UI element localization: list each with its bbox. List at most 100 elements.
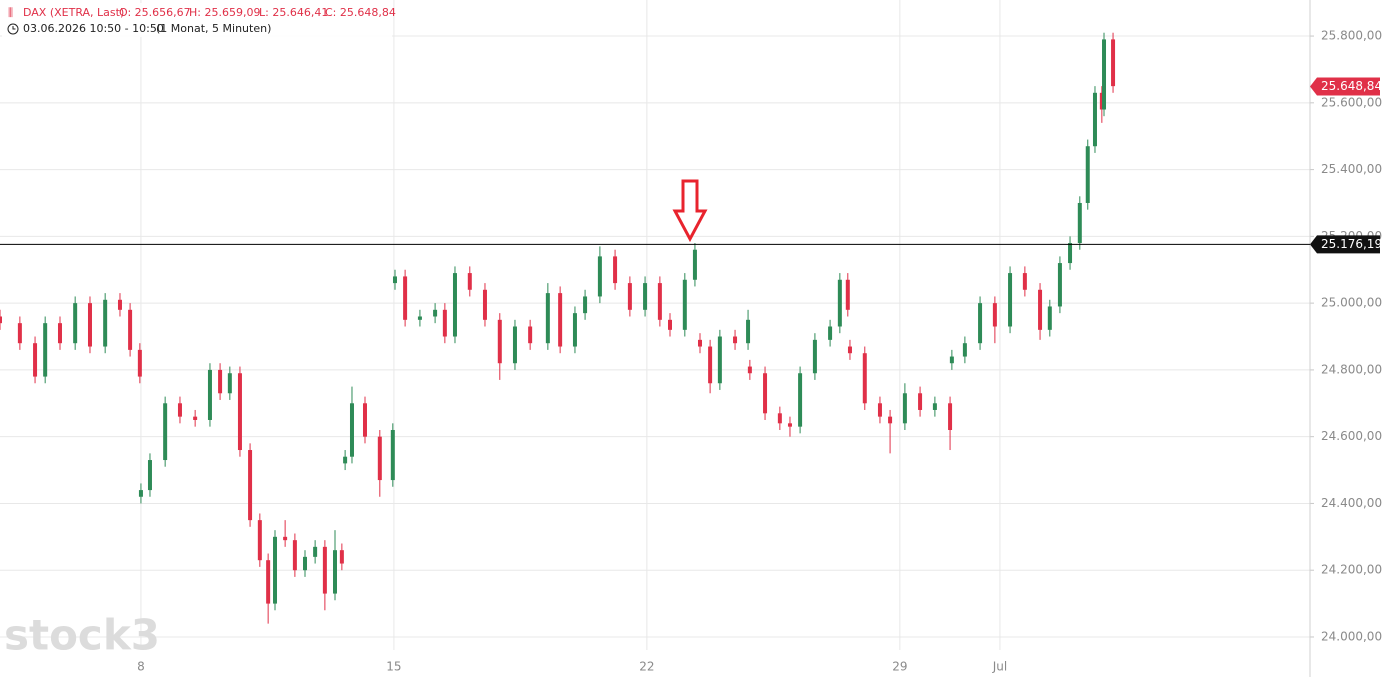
- y-tick-label: 24.000,00: [1321, 629, 1382, 643]
- candle-body: [266, 560, 271, 604]
- candle-body: [362, 403, 367, 437]
- candle-body: [1085, 146, 1090, 203]
- candle-body: [1068, 243, 1073, 264]
- candle-body: [392, 276, 397, 284]
- candle-body: [1047, 306, 1052, 330]
- candle-body: [43, 323, 48, 377]
- candle-body: [482, 289, 487, 320]
- candle-body: [643, 283, 648, 310]
- candle-body: [1057, 263, 1062, 307]
- x-tick-label: 29: [892, 660, 907, 674]
- icon: ⫼: [8, 6, 13, 19]
- candle-body: [442, 309, 447, 337]
- candle-body: [613, 256, 618, 284]
- instrument-title: DAX (XETRA, Last): [23, 6, 124, 19]
- y-tick-label: 24.800,00: [1321, 362, 1382, 376]
- candle-body: [528, 326, 533, 344]
- candle-body: [193, 416, 198, 420]
- candle-body: [322, 546, 327, 594]
- candle-body: [283, 536, 288, 541]
- candle-body: [918, 393, 923, 410]
- candle-body: [1077, 202, 1082, 244]
- candle-body: [708, 346, 713, 384]
- ohlc-low: L: 25.646,41: [259, 6, 328, 19]
- candle-body: [390, 429, 395, 481]
- candle-body: [1092, 92, 1097, 147]
- candle-body: [1038, 289, 1043, 330]
- y-tick-label: 24.200,00: [1321, 563, 1382, 577]
- candle-body: [692, 249, 697, 280]
- candle-body: [248, 450, 253, 521]
- candle-body: [452, 273, 457, 337]
- candle-body: [657, 283, 662, 320]
- candle-body: [207, 369, 212, 420]
- candle-body: [1102, 39, 1107, 110]
- candle-body: [512, 326, 517, 364]
- marks-layer: [0, 32, 1116, 624]
- y-tick-label: 24.600,00: [1321, 429, 1382, 443]
- interval: (1 Monat, 5 Minuten): [156, 22, 271, 35]
- candle-body: [1008, 273, 1013, 327]
- candle-body: [845, 279, 850, 310]
- candle-body: [303, 556, 308, 571]
- candle-body: [877, 403, 882, 417]
- candle-body: [627, 283, 632, 310]
- candle-body: [746, 319, 751, 344]
- candle-body: [273, 536, 278, 604]
- candle-body: [798, 373, 803, 427]
- y-tick-label: 25.600,00: [1321, 95, 1382, 109]
- arrow-annotation: [672, 179, 708, 243]
- candle-body: [137, 349, 142, 377]
- candle-body: [403, 276, 408, 320]
- y-tick-label: 25.000,00: [1321, 296, 1382, 310]
- candle-body: [343, 456, 348, 464]
- candle-body: [932, 403, 937, 410]
- candle-body: [33, 343, 38, 377]
- candle-body: [837, 279, 842, 327]
- candle-body: [237, 373, 242, 451]
- candle-body: [812, 339, 817, 374]
- candle-body: [1022, 273, 1027, 290]
- candle-body: [667, 319, 672, 330]
- candle-body: [545, 293, 550, 344]
- candle-body: [597, 256, 602, 297]
- x-tick-label: 15: [386, 660, 401, 674]
- candle-body: [73, 303, 78, 344]
- candle-body: [682, 279, 687, 330]
- candle-body: [572, 313, 577, 347]
- candle-body: [787, 423, 792, 427]
- candle-body: [292, 540, 297, 571]
- clock-hands: [12, 26, 16, 30]
- x-tick-label: 8: [137, 660, 145, 674]
- candle-body: [103, 299, 108, 347]
- candle-body: [828, 326, 833, 340]
- candle-body: [349, 403, 354, 457]
- candle-body: [497, 319, 502, 364]
- candle-body: [1099, 92, 1104, 110]
- last-price-label: 25.648,84: [1321, 79, 1382, 93]
- candle-body: [377, 436, 382, 481]
- candle-body: [138, 490, 143, 497]
- candle-body: [978, 303, 983, 344]
- candle-body: [558, 293, 563, 347]
- y-tick-label: 24.400,00: [1321, 496, 1382, 510]
- candle-body: [147, 460, 152, 491]
- candle-body: [163, 403, 168, 461]
- candle-body: [332, 550, 337, 594]
- x-tick-label: Jul: [992, 660, 1007, 674]
- candle-body: [697, 339, 702, 347]
- candle-body: [417, 316, 422, 320]
- reference-label: 25.176,19: [1321, 237, 1382, 251]
- x-tick-label: 22: [639, 660, 654, 674]
- timestamp: 03.06.2026 10:50 - 10:50: [23, 22, 164, 35]
- candle-body: [962, 343, 967, 357]
- candle-body: [57, 323, 62, 344]
- candle-body: [763, 373, 768, 414]
- candle-body: [17, 323, 22, 344]
- candle-body: [583, 296, 588, 314]
- y-tick-label: 25.800,00: [1321, 29, 1382, 43]
- candle-body: [747, 366, 752, 374]
